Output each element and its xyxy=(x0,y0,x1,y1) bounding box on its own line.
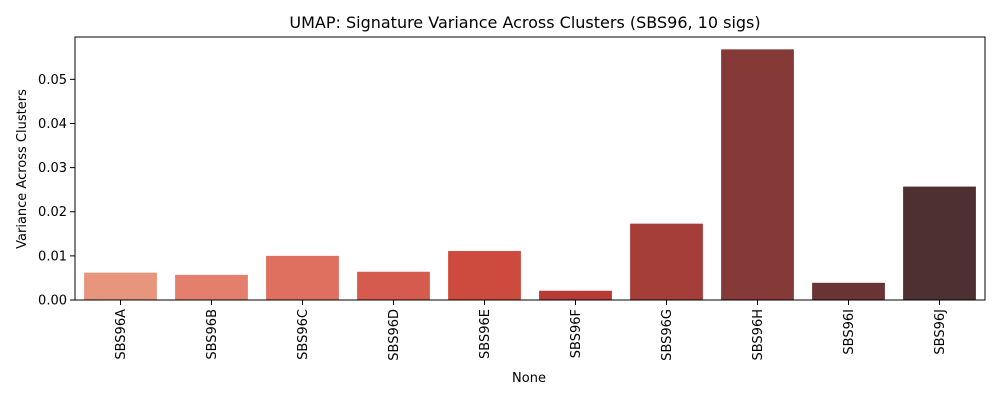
plot-frame xyxy=(74,36,986,301)
x-tick-label: SBS96H xyxy=(751,309,766,361)
bar-sbs96b xyxy=(175,274,248,300)
y-tick-label: 0.03 xyxy=(38,161,67,176)
x-tick-label: SBS96J xyxy=(933,309,948,355)
y-tick-label: 0.02 xyxy=(38,205,67,220)
bar-sbs96a xyxy=(84,272,157,300)
bar-sbs96i xyxy=(812,282,885,300)
x-tick-label: SBS96A xyxy=(114,309,129,360)
bar-sbs96j xyxy=(903,186,976,300)
bar-sbs96h xyxy=(721,49,794,300)
bar-sbs96c xyxy=(266,255,339,300)
y-axis-label: Variance Across Clusters xyxy=(15,89,30,249)
x-tick-label: SBS96I xyxy=(842,309,857,355)
y-tick-label: 0.00 xyxy=(38,294,67,309)
chart-title: UMAP: Signature Variance Across Clusters… xyxy=(289,13,760,32)
x-tick-label: SBS96E xyxy=(478,309,493,359)
x-tick-label: SBS96G xyxy=(660,309,675,361)
x-axis-label: None xyxy=(512,371,546,386)
bar-sbs96d xyxy=(357,271,430,300)
bar-sbs96g xyxy=(630,223,703,300)
y-tick-label: 0.04 xyxy=(38,117,67,132)
bar-sbs96e xyxy=(448,251,521,300)
bar-sbs96f xyxy=(539,290,612,300)
y-tick-label: 0.01 xyxy=(38,249,67,264)
x-tick-label: SBS96C xyxy=(296,309,311,360)
x-tick-label: SBS96B xyxy=(205,309,220,360)
x-tick-label: SBS96F xyxy=(569,309,584,358)
x-tick-label: SBS96D xyxy=(387,309,402,361)
plot-area: 0.00 0.01 0.02 0.03 0.04 0.05 SBS96A SBS96B SBS9… xyxy=(38,36,986,361)
y-tick-label: 0.05 xyxy=(38,73,67,88)
